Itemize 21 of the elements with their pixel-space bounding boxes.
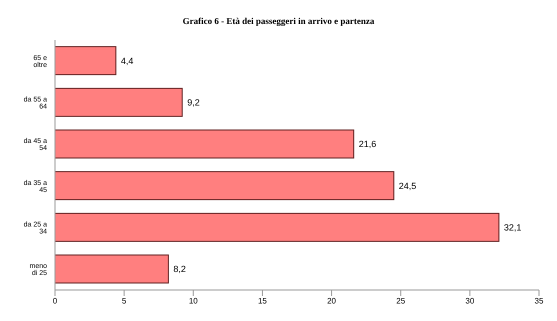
- x-tick-label: 0: [52, 296, 58, 306]
- data-label: 9,2: [187, 98, 200, 108]
- x-tick-label: 5: [122, 296, 127, 306]
- bar: [55, 130, 354, 158]
- data-label: 21,6: [358, 139, 376, 150]
- bar: [55, 46, 116, 76]
- bar: [55, 254, 169, 284]
- x-tick-label: 15: [258, 296, 268, 306]
- data-label: 4,4: [120, 56, 134, 66]
- x-tick-label: 35: [534, 296, 544, 306]
- x-tick-label: 20: [327, 296, 337, 306]
- bar: [55, 88, 183, 117]
- data-label: 24,5: [398, 180, 416, 191]
- x-tick-label: 25: [396, 296, 406, 306]
- bar: [55, 212, 500, 242]
- x-tick-label: 30: [465, 296, 475, 306]
- bar: [55, 171, 394, 200]
- x-tick-label: 10: [188, 296, 198, 306]
- chart-title: Grafico 6 - Età dei passeggeri in arrivo e partenza: [182, 15, 376, 28]
- data-label: 32,1: [504, 222, 522, 233]
- data-label: 8,2: [173, 264, 186, 274]
